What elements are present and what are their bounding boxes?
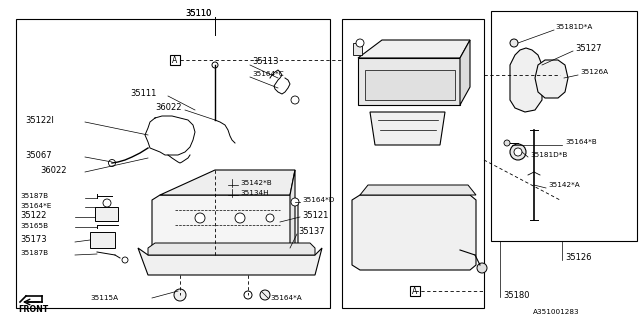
Text: 35165B: 35165B [20, 223, 48, 229]
Circle shape [212, 62, 218, 68]
Text: 35067: 35067 [25, 150, 52, 159]
Text: 35164*E: 35164*E [20, 203, 51, 209]
Circle shape [260, 290, 270, 300]
Bar [170, 55, 180, 65]
Circle shape [244, 291, 252, 299]
Text: 35164*C: 35164*C [252, 71, 284, 77]
Text: 35113: 35113 [252, 57, 278, 66]
Bar [491, 11, 637, 241]
Text: 35142*B: 35142*B [240, 180, 272, 186]
Circle shape [477, 263, 487, 273]
Text: 35121: 35121 [302, 211, 328, 220]
Text: 36022: 36022 [155, 102, 182, 111]
Polygon shape [360, 185, 476, 195]
Polygon shape [148, 243, 315, 255]
Text: 35173: 35173 [20, 236, 47, 244]
Circle shape [504, 140, 510, 146]
Text: 35181D*A: 35181D*A [555, 24, 593, 30]
Circle shape [228, 179, 236, 187]
Text: A: A [412, 286, 418, 295]
Polygon shape [138, 248, 322, 275]
Polygon shape [352, 195, 476, 270]
Bar [353, 43, 362, 55]
Circle shape [510, 144, 526, 160]
Bar [342, 19, 484, 308]
Circle shape [356, 39, 364, 47]
Text: 35127: 35127 [575, 44, 602, 52]
Circle shape [514, 148, 522, 156]
Text: A: A [172, 55, 178, 65]
Text: FRONT: FRONT [18, 306, 48, 315]
Circle shape [122, 257, 128, 263]
Text: 35164*B: 35164*B [565, 139, 596, 145]
Polygon shape [460, 40, 470, 105]
Polygon shape [358, 58, 460, 105]
Text: 35126A: 35126A [580, 69, 608, 75]
Text: 36022: 36022 [40, 165, 67, 174]
Text: 35164*A: 35164*A [270, 295, 301, 301]
Bar [16, 19, 330, 308]
Bar [90, 232, 115, 248]
Circle shape [228, 189, 236, 197]
Bar [95, 207, 118, 221]
Text: 35187B: 35187B [20, 193, 48, 199]
Polygon shape [535, 60, 568, 98]
Circle shape [235, 213, 245, 223]
Circle shape [103, 199, 111, 207]
Text: 35111: 35111 [130, 89, 156, 98]
Bar [410, 286, 420, 296]
Text: 35122I: 35122I [25, 116, 54, 124]
Circle shape [109, 159, 115, 166]
Polygon shape [510, 48, 542, 112]
Bar [365, 70, 455, 100]
Circle shape [174, 289, 186, 301]
Text: 35110: 35110 [185, 9, 211, 18]
Polygon shape [290, 170, 295, 250]
Polygon shape [160, 170, 295, 195]
Text: 35180: 35180 [503, 291, 529, 300]
Text: 35134H: 35134H [240, 190, 269, 196]
Circle shape [510, 39, 518, 47]
Circle shape [195, 213, 205, 223]
Circle shape [291, 96, 299, 104]
Text: 35126: 35126 [565, 253, 591, 262]
Text: 35137: 35137 [298, 228, 324, 236]
Text: 35187B: 35187B [20, 250, 48, 256]
Text: 35164*D: 35164*D [302, 197, 334, 203]
Text: 35122: 35122 [20, 212, 46, 220]
Polygon shape [370, 112, 445, 145]
Text: 35115A: 35115A [90, 295, 118, 301]
Text: 35142*A: 35142*A [548, 182, 580, 188]
Circle shape [266, 214, 274, 222]
Text: A351001283: A351001283 [533, 309, 580, 315]
Circle shape [291, 198, 299, 206]
Polygon shape [152, 195, 298, 250]
Text: 35181D*B: 35181D*B [530, 152, 568, 158]
Polygon shape [358, 40, 470, 58]
Text: 35110: 35110 [185, 9, 211, 18]
